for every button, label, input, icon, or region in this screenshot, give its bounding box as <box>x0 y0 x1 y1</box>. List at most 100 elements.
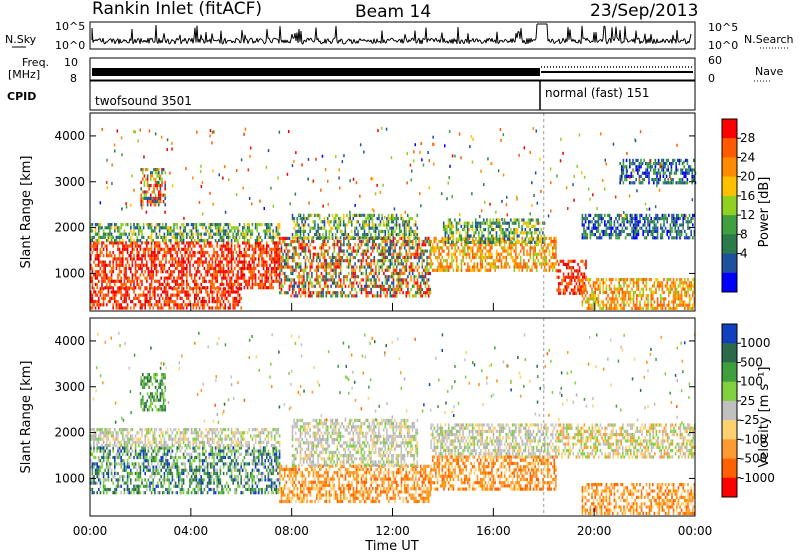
power-cell <box>489 221 491 225</box>
power-cell <box>205 287 207 291</box>
power-cell <box>360 265 363 269</box>
power-cell <box>341 284 344 288</box>
power-cell <box>256 263 258 267</box>
power-cell <box>527 218 530 222</box>
power-cell <box>438 252 440 256</box>
power-cell <box>503 234 506 238</box>
power-cell <box>139 244 142 248</box>
power-cell <box>471 252 474 256</box>
freq-label-line2: [MHz] <box>8 68 40 81</box>
power-cell <box>248 263 250 267</box>
noise-trace-segment <box>331 39 334 43</box>
power-cell <box>481 252 484 256</box>
power-cell <box>346 223 348 227</box>
power-cell <box>397 233 399 237</box>
power-cell <box>362 287 364 292</box>
power-cell <box>203 250 206 255</box>
power-cell <box>610 300 612 304</box>
power-cell <box>158 300 161 304</box>
power-cell <box>150 223 153 227</box>
power-cell <box>170 257 172 261</box>
power-cell <box>118 250 121 255</box>
power-cell <box>189 250 191 255</box>
power-cell <box>110 286 113 290</box>
power-cell <box>155 226 158 230</box>
power-cell <box>91 244 94 248</box>
power-cell <box>170 300 172 304</box>
power-cell <box>344 275 347 279</box>
power-cell <box>250 276 252 280</box>
power-cell <box>106 250 108 255</box>
power-cell <box>98 226 100 230</box>
power-cell <box>339 262 342 266</box>
power-cell <box>288 249 291 253</box>
power-cell <box>237 226 239 230</box>
power-cell <box>532 246 535 250</box>
power-cell <box>524 237 527 241</box>
power-cell <box>270 273 273 277</box>
power-cell <box>186 263 188 267</box>
power-cell <box>349 236 351 240</box>
power-cell <box>243 223 246 227</box>
power-cell <box>94 293 97 297</box>
power-cell <box>93 241 95 245</box>
power-cell <box>395 278 398 282</box>
power-cell <box>392 239 395 244</box>
power-cell <box>508 265 511 269</box>
power-cell <box>202 250 204 255</box>
noise-trace-segment <box>351 42 354 45</box>
power-cell <box>158 226 161 230</box>
power-cell <box>418 236 420 240</box>
power-cell <box>123 247 126 251</box>
power-cell <box>243 235 246 239</box>
power-cell <box>426 239 428 244</box>
power-cell <box>163 239 166 243</box>
power-cell <box>530 240 533 244</box>
power-cell <box>168 266 170 271</box>
power-cell <box>470 240 472 244</box>
power-cell <box>298 236 300 240</box>
noise-trace-segment <box>163 33 166 40</box>
power-cell <box>155 257 158 261</box>
power-cell <box>444 243 447 247</box>
noise-trace-segment <box>305 38 308 43</box>
power-cell <box>347 265 350 269</box>
power-cell <box>200 254 202 258</box>
power-cell <box>170 239 172 243</box>
power-cell <box>511 243 514 247</box>
power-cell <box>374 233 377 237</box>
power-cell <box>282 255 284 260</box>
power-cell <box>161 171 163 175</box>
power-cell <box>433 246 436 250</box>
power-cell <box>548 265 551 269</box>
power-cell <box>416 249 419 253</box>
power-cell <box>605 306 608 310</box>
power-cell <box>222 232 225 236</box>
power-cell <box>216 241 218 245</box>
power-cell <box>534 249 536 253</box>
power-cell <box>213 232 215 236</box>
power-cell <box>566 288 568 292</box>
power-cell <box>387 223 390 227</box>
power-cell <box>94 241 97 245</box>
power-cell <box>299 229 302 233</box>
power-cell <box>381 217 383 221</box>
power-cell <box>106 254 108 258</box>
power-cell <box>141 306 143 310</box>
power-cell <box>411 268 414 272</box>
power-cell <box>490 221 493 225</box>
power-cell <box>117 276 119 280</box>
power-cell <box>307 239 310 244</box>
power-cell <box>510 255 512 260</box>
power-cell <box>399 287 401 292</box>
power-cell <box>211 290 214 294</box>
power-cell <box>206 270 209 274</box>
power-cell <box>323 259 326 263</box>
power-cell <box>150 203 152 207</box>
power-cell <box>352 271 355 276</box>
power-cell <box>205 300 207 304</box>
power-cell <box>211 235 214 239</box>
noise-trace-segment <box>202 39 205 44</box>
power-cell <box>383 259 385 263</box>
power-cell <box>173 226 175 230</box>
